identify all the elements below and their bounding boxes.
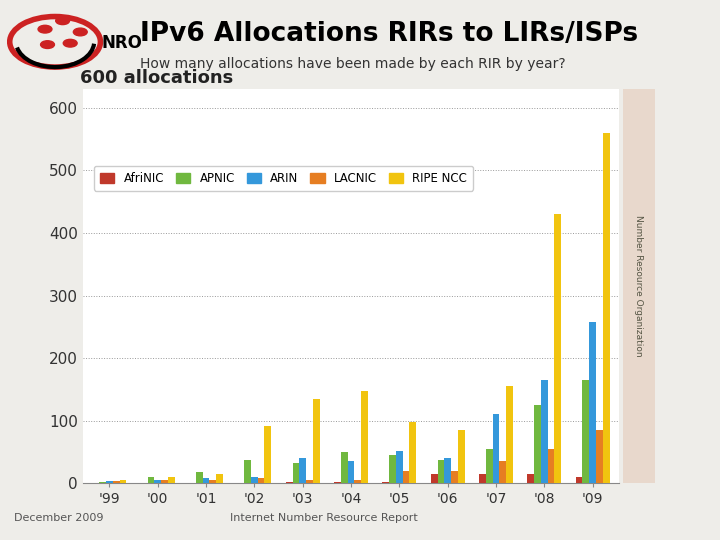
Bar (492, 415, 500, 483)
Bar (500, 461, 506, 483)
Bar (354, 480, 361, 483)
Bar (410, 422, 416, 483)
Bar (438, 460, 444, 483)
Bar (458, 430, 464, 483)
Bar (451, 471, 458, 483)
Text: How many allocations have been made by each RIR by year?: How many allocations have been made by e… (140, 57, 566, 71)
Bar (113, 482, 120, 483)
Bar (168, 477, 175, 483)
Bar (120, 480, 126, 483)
Bar (541, 380, 548, 483)
Bar (534, 405, 541, 483)
Bar (154, 480, 161, 483)
Bar (312, 399, 320, 483)
Bar (576, 477, 582, 483)
Bar (334, 482, 341, 483)
Circle shape (63, 39, 77, 47)
Bar (251, 477, 258, 483)
Bar (106, 482, 113, 483)
Circle shape (73, 28, 87, 36)
Bar (361, 391, 368, 483)
Bar (244, 460, 251, 483)
Bar (348, 461, 354, 483)
Text: 600 allocations: 600 allocations (80, 69, 233, 87)
Circle shape (38, 25, 52, 33)
Bar (548, 449, 554, 483)
Circle shape (55, 17, 70, 25)
Bar (161, 480, 168, 483)
Bar (479, 474, 486, 483)
Bar (300, 458, 306, 483)
Bar (286, 482, 292, 483)
Bar (210, 480, 216, 483)
Text: Number Resource Organization: Number Resource Organization (634, 215, 644, 357)
Bar (258, 478, 264, 483)
Bar (196, 472, 202, 483)
Bar (603, 133, 610, 483)
Text: December 2009: December 2009 (14, 512, 104, 523)
Bar (396, 451, 402, 483)
Bar (292, 463, 300, 483)
Bar (582, 380, 589, 483)
Bar (431, 474, 438, 483)
Bar (306, 480, 312, 483)
Bar (527, 474, 534, 483)
Bar (444, 458, 451, 483)
Bar (216, 474, 223, 483)
Bar (382, 482, 390, 483)
Bar (402, 471, 410, 483)
Bar (264, 426, 271, 483)
Text: NRO: NRO (102, 34, 143, 52)
Circle shape (40, 40, 55, 49)
Bar (589, 322, 596, 483)
Bar (486, 449, 492, 483)
Legend: AfriNIC, APNIC, ARIN, LACNIC, RIPE NCC: AfriNIC, APNIC, ARIN, LACNIC, RIPE NCC (94, 166, 473, 191)
Bar (596, 430, 603, 483)
Bar (390, 455, 396, 483)
Text: IPv6 Allocations RIRs to LIRs/ISPs: IPv6 Allocations RIRs to LIRs/ISPs (140, 21, 639, 47)
Text: Internet Number Resource Report: Internet Number Resource Report (230, 512, 418, 523)
Bar (506, 386, 513, 483)
Bar (341, 452, 348, 483)
Bar (554, 214, 561, 483)
Bar (99, 482, 106, 483)
Bar (148, 477, 154, 483)
FancyBboxPatch shape (623, 89, 655, 483)
Bar (202, 478, 210, 483)
